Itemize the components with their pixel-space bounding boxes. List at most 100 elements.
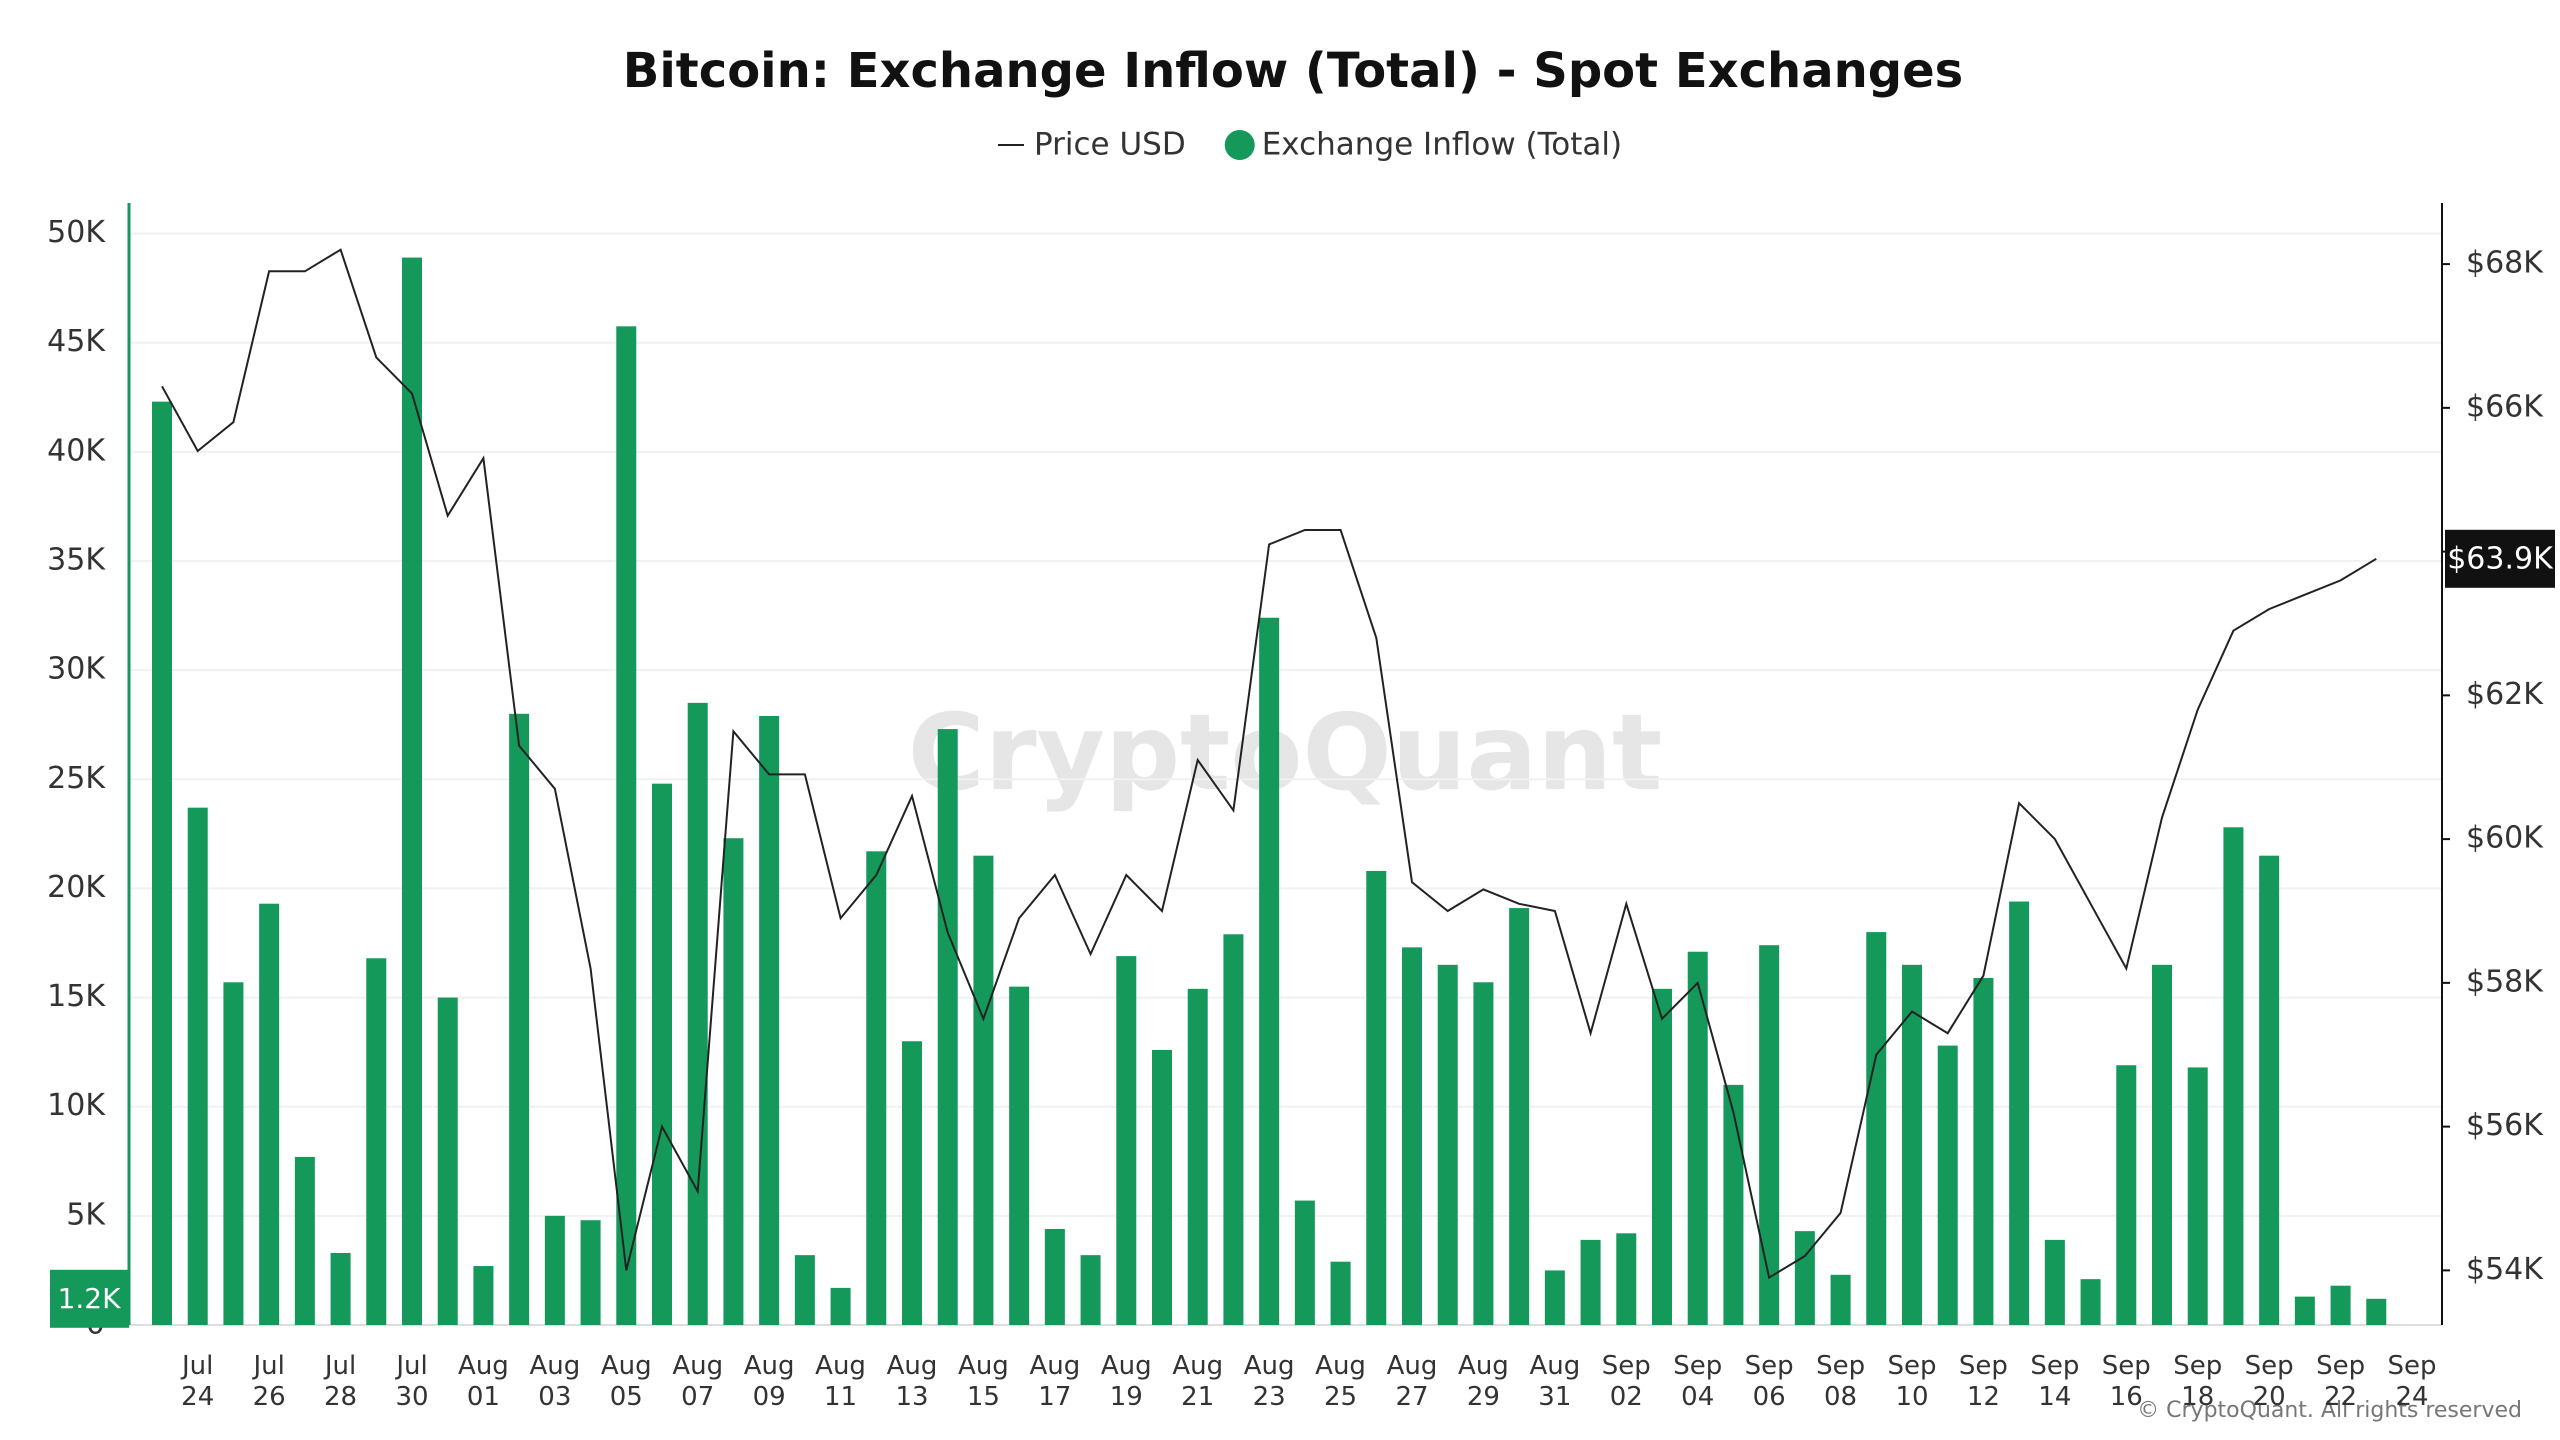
bar [1473, 982, 1494, 1325]
y2-tick-label: $58K [2466, 964, 2544, 999]
y2-tick-label: $54K [2466, 1252, 2544, 1287]
bar [1580, 1239, 1601, 1325]
copyright: © CryptoQuant. All rights reserved [2137, 1398, 2522, 1423]
x-tick-label: Aug 19 [1101, 1351, 1152, 1412]
bar [1152, 1049, 1172, 1325]
y2-tick-label: $68K [2466, 246, 2544, 281]
bar [509, 713, 530, 1325]
bar [723, 838, 744, 1325]
x-tick-label: Jul 24 [180, 1351, 214, 1412]
bar [1509, 908, 1530, 1325]
bar [866, 851, 887, 1325]
bar [2294, 1296, 2315, 1325]
bar [187, 807, 208, 1325]
bar [1009, 986, 1030, 1325]
bar [152, 401, 172, 1325]
bar [1937, 1045, 1958, 1325]
bar [1616, 1233, 1637, 1325]
bar [1544, 1270, 1565, 1325]
bar [1116, 956, 1137, 1325]
bar [1402, 947, 1422, 1325]
x-tick-label: Sep 10 [1887, 1351, 1936, 1412]
x-tick-label: Sep 20 [2245, 1351, 2294, 1412]
x-tick-label: Jul 28 [323, 1351, 357, 1412]
x-tick-label: Aug 09 [744, 1351, 795, 1412]
bar [973, 855, 994, 1325]
x-tick-label: Sep 04 [1673, 1351, 1722, 1412]
x-tick-label: Sep 18 [2173, 1351, 2222, 1412]
bar [437, 997, 458, 1325]
y-tick-label: 10K [47, 1088, 106, 1123]
x-tick-label: Aug 21 [1172, 1351, 1223, 1412]
legend-dot [1224, 130, 1255, 160]
x-tick-label: Sep 02 [1602, 1351, 1651, 1412]
bar [2009, 901, 2030, 1325]
bar [2259, 855, 2280, 1325]
value-badge [50, 1269, 129, 1328]
x-tick-label: Jul 26 [251, 1351, 285, 1412]
bar [1294, 1200, 1315, 1325]
bar [1794, 1231, 1815, 1325]
bar [1223, 934, 1244, 1325]
bar [2080, 1279, 2101, 1325]
bar [1187, 988, 1208, 1325]
y-tick-label: 5K [66, 1197, 106, 1232]
price-badge-label: $63.9K [2447, 541, 2554, 576]
price-badge [2445, 529, 2555, 588]
chart-title: Bitcoin: Exchange Inflow (Total) - Spot … [623, 43, 1963, 99]
bar [794, 1255, 815, 1325]
bar [687, 702, 708, 1325]
bar [259, 903, 280, 1325]
x-tick-label: Aug 13 [887, 1351, 938, 1412]
y2-tick-label: $62K [2466, 677, 2544, 712]
bar [1759, 945, 1780, 1325]
bar [2366, 1298, 2387, 1325]
bar [937, 729, 958, 1325]
bar [223, 982, 244, 1325]
y2-tick-label: $56K [2466, 1108, 2544, 1143]
bar [1259, 617, 1280, 1325]
x-tick-label: Sep 06 [1745, 1351, 1794, 1412]
y-tick-label: 45K [47, 324, 106, 359]
y-tick-label: 25K [47, 761, 106, 796]
bar [294, 1156, 315, 1325]
bar [402, 257, 422, 1325]
x-tick-label: Aug 03 [529, 1351, 580, 1412]
bar [2187, 1067, 2208, 1325]
y-tick-label: 30K [47, 652, 106, 687]
y2-tick-label: $66K [2466, 389, 2544, 424]
x-tick-label: Aug 15 [958, 1351, 1009, 1412]
bar [902, 1041, 922, 1325]
bar [580, 1220, 601, 1325]
y-tick-label: 35K [47, 542, 106, 577]
x-tick-label: Sep 08 [1816, 1351, 1865, 1412]
x-tick-label: Sep 12 [1959, 1351, 2008, 1412]
bar [616, 326, 637, 1326]
bar [2116, 1065, 2137, 1325]
bar [1830, 1274, 1851, 1325]
bar [330, 1252, 351, 1325]
x-tick-label: Aug 23 [1244, 1351, 1295, 1412]
x-tick-label: Sep 24 [2387, 1351, 2436, 1412]
bar [1437, 964, 1458, 1325]
bar [2223, 827, 2244, 1325]
bar [1973, 977, 1994, 1325]
x-tick-label: Aug 27 [1387, 1351, 1438, 1412]
bar [2330, 1285, 2351, 1325]
bar [1723, 1084, 1744, 1325]
y2-tick-label: $60K [2466, 821, 2544, 856]
x-tick-label: Aug 01 [458, 1351, 509, 1412]
x-tick-label: Sep 22 [2316, 1351, 2365, 1412]
x-tick-label: Aug 11 [815, 1351, 866, 1412]
x-tick-label: Jul 30 [394, 1351, 428, 1412]
bar [1330, 1261, 1351, 1325]
bar [473, 1266, 494, 1325]
watermark: CryptoQuant [908, 692, 1663, 814]
value-badge-label: 1.2K [58, 1282, 122, 1315]
x-tick-label: Aug 05 [601, 1351, 652, 1412]
bar [1080, 1255, 1101, 1325]
bar [1687, 951, 1708, 1325]
bar [1866, 932, 1887, 1325]
